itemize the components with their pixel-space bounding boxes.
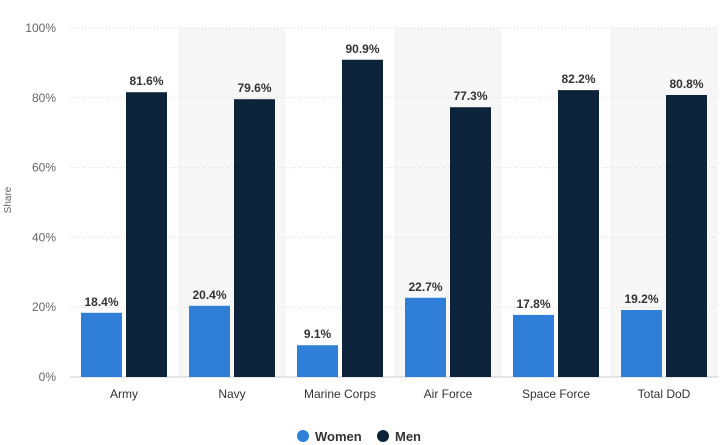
data-label: 9.1% xyxy=(304,327,332,341)
x-axis-categories: Army Navy Marine Corps Air Force Space Force… xyxy=(110,387,691,401)
x-tick-label: Total DoD xyxy=(638,387,691,401)
bar-women[interactable] xyxy=(81,312,122,377)
bar-women[interactable] xyxy=(513,314,554,377)
x-tick-label: Space Force xyxy=(522,387,590,401)
data-label: 17.8% xyxy=(516,297,550,311)
x-tick-label: Marine Corps xyxy=(304,387,376,401)
bar-women[interactable] xyxy=(297,345,338,377)
data-label: 79.6% xyxy=(237,81,271,95)
x-tick-label: Navy xyxy=(218,387,245,401)
bar-men[interactable] xyxy=(450,107,491,378)
data-label: 22.7% xyxy=(408,280,442,294)
bar-men[interactable] xyxy=(234,99,275,378)
legend-item-women[interactable]: Women xyxy=(297,429,362,444)
legend-marker xyxy=(377,430,389,442)
y-tick-label: 60% xyxy=(32,161,56,175)
y-axis-ticks: 0% 20% 40% 60% 80% 100% xyxy=(25,21,56,384)
y-tick-label: 20% xyxy=(32,300,56,314)
bar-men[interactable] xyxy=(558,90,599,377)
y-axis-title: Share xyxy=(3,186,14,213)
bars xyxy=(81,59,707,378)
y-tick-label: 80% xyxy=(32,91,56,105)
legend-label: Women xyxy=(315,429,362,444)
legend-item-men[interactable]: Men xyxy=(377,429,421,444)
x-tick-label: Army xyxy=(110,387,138,401)
y-tick-label: 40% xyxy=(32,230,56,244)
legend: Women Men xyxy=(297,429,421,444)
data-labels: 18.4% 81.6% 20.4% 79.6% 9.1% 90.9% 22.7% 77.3% 1… xyxy=(84,42,703,341)
bar-men[interactable] xyxy=(342,59,383,377)
bar-women[interactable] xyxy=(189,305,230,377)
data-label: 18.4% xyxy=(84,295,118,309)
gridlines xyxy=(70,27,718,378)
legend-label: Men xyxy=(395,429,421,444)
bar-women[interactable] xyxy=(405,297,446,377)
y-tick-label: 100% xyxy=(25,21,56,35)
bar-men[interactable] xyxy=(666,95,707,378)
data-label: 80.8% xyxy=(669,77,703,91)
bar-men[interactable] xyxy=(126,92,167,377)
legend-marker xyxy=(297,430,309,442)
y-tick-label: 0% xyxy=(39,370,57,384)
data-label: 90.9% xyxy=(345,42,379,56)
data-label: 19.2% xyxy=(624,292,658,306)
data-label: 20.4% xyxy=(192,288,226,302)
bar-women[interactable] xyxy=(621,309,662,377)
data-label: 82.2% xyxy=(561,72,595,86)
x-tick-label: Air Force xyxy=(424,387,473,401)
data-label: 77.3% xyxy=(453,89,487,103)
data-label: 81.6% xyxy=(129,74,163,88)
